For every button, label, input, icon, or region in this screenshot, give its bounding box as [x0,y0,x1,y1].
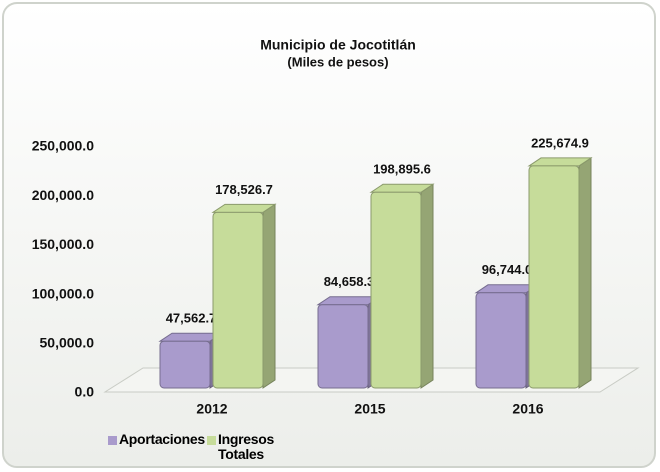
y-tick-label: 200,000.0 [32,187,94,203]
bar [475,292,527,389]
y-tick-label: 0.0 [75,384,95,400]
bar-side [262,203,276,389]
value-label: 225,674.9 [531,135,589,150]
bar-side [420,183,434,389]
value-label: 96,744.0 [482,262,533,277]
legend: Aportaciones Ingresos Totales [108,432,292,462]
y-tick-label: 250,000.0 [32,138,94,154]
legend-item: Ingresos Totales [207,432,292,462]
bar-side [578,157,592,389]
value-label: 47,562.7 [166,311,217,326]
x-tick-label: 2015 [354,401,385,417]
chart-subtitle: (Miles de pesos) [287,54,388,69]
x-tick-label: 2012 [196,401,227,417]
legend-swatch [108,436,117,445]
chart-title: Municipio de Jocotitlán [260,37,416,53]
x-tick-label: 2016 [512,401,543,417]
bar-top [369,183,435,193]
y-tick-label: 100,000.0 [32,285,94,301]
bar-top [211,203,277,213]
value-label: 198,895.6 [373,162,431,177]
value-label: 178,526.7 [215,182,273,197]
legend-label: Aportaciones [119,431,205,447]
legend-swatch [207,436,216,445]
bar [528,165,580,389]
y-tick-label: 150,000.0 [32,236,94,252]
bar [159,340,211,389]
bar [212,211,264,389]
legend-item: Aportaciones [108,431,205,462]
value-label: 84,658.3 [324,274,375,289]
legend-label: Ingresos Totales [218,431,274,462]
bar [317,304,369,389]
y-tick-label: 50,000.0 [40,335,95,351]
bar-top [527,157,593,167]
bar [370,191,422,389]
